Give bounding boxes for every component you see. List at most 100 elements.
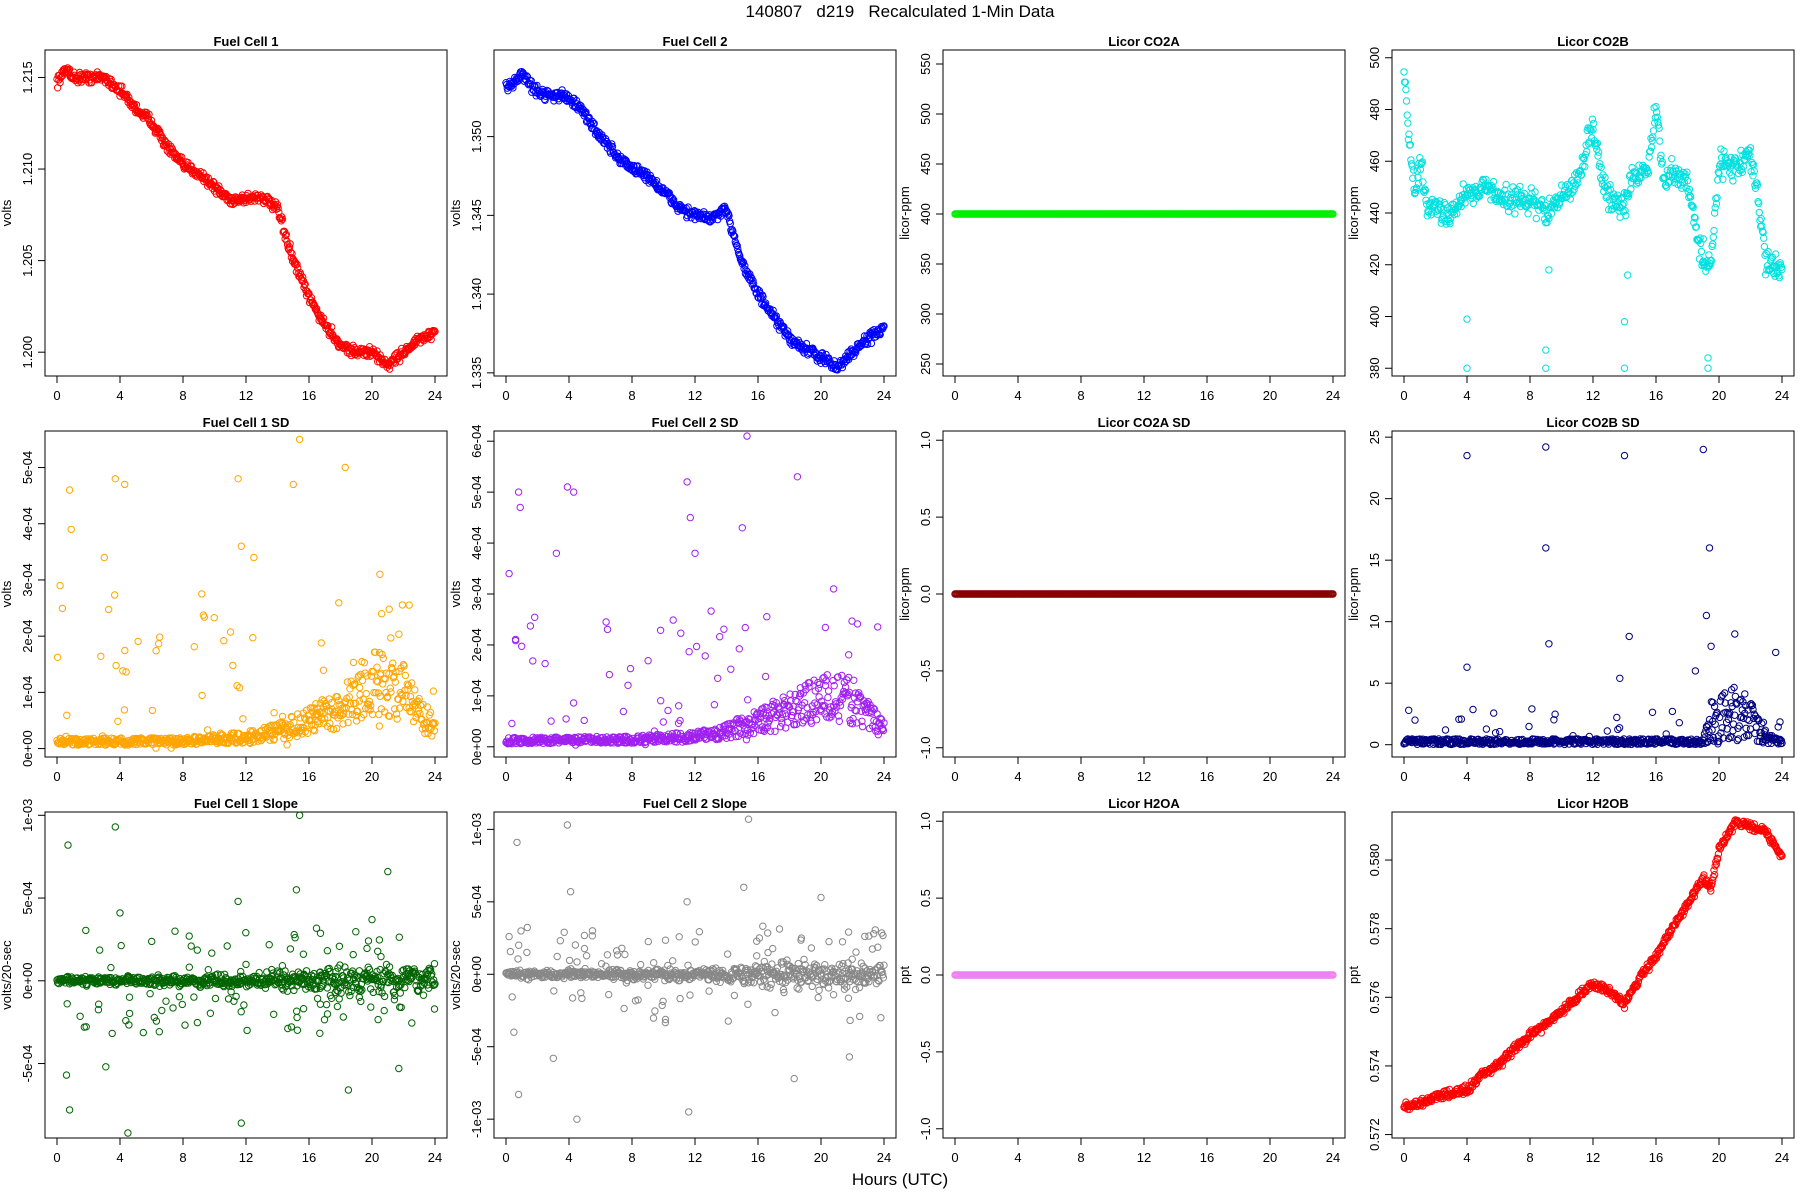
data-point: [1681, 173, 1690, 181]
data-point: [122, 668, 130, 676]
data-point: [1699, 235, 1708, 243]
data-point: [352, 711, 360, 720]
data-point: [656, 626, 665, 634]
data-point: [145, 110, 153, 119]
data-point: [293, 260, 301, 268]
data-point: [1719, 175, 1727, 184]
data-point: [809, 346, 818, 354]
data-point: [1652, 108, 1661, 116]
data-point: [508, 719, 516, 728]
data-point: [734, 245, 742, 253]
data-point: [797, 345, 806, 353]
data-point: [1491, 729, 1500, 737]
data-point: [1502, 180, 1510, 189]
y-tick-label: 0e+00: [20, 963, 35, 1000]
data-point: [120, 706, 129, 714]
y-tick-label: 0e+00: [20, 730, 35, 767]
data-point: [1697, 247, 1706, 256]
data-point: [552, 549, 561, 557]
data-point: [840, 359, 848, 367]
data-point: [311, 727, 319, 735]
data-point: [1443, 204, 1452, 212]
data-point: [514, 488, 523, 496]
data-point: [851, 349, 860, 357]
data-point: [1764, 247, 1772, 256]
data-point: [343, 678, 352, 686]
data-point: [429, 687, 438, 695]
data-point: [1646, 147, 1655, 155]
data-point: [392, 668, 400, 676]
data-point: [1566, 195, 1575, 203]
data-point: [285, 733, 294, 742]
data-point: [246, 739, 254, 747]
chart-fuel-cell-1: Fuel Cell 10 4 8 12 16 20 241.2001.2051.2101.2…: [0, 34, 448, 403]
data-point: [1558, 195, 1566, 203]
data-point: [1704, 354, 1712, 362]
y-tick-label: 5: [1367, 680, 1382, 687]
chart-fuel-cell-1-sd: Fuel Cell 1 SD0 4 8 12 16 20 240e+001e-042e-04…: [0, 415, 448, 784]
data-point: [821, 623, 830, 632]
y-tick-label: 3e-04: [469, 577, 484, 610]
data-point: [1601, 173, 1609, 182]
data-point: [1414, 179, 1423, 188]
data-point: [664, 190, 673, 198]
data-point: [547, 717, 555, 725]
chart-title: Fuel Cell 1: [213, 34, 278, 49]
data-point: [1405, 706, 1413, 714]
data-point: [1511, 210, 1519, 218]
y-tick-label: 380: [1367, 357, 1382, 379]
data-point: [686, 513, 694, 522]
y-tick-label: 1.335: [469, 357, 484, 390]
data-point: [249, 738, 258, 746]
data-point: [73, 735, 81, 743]
data-point: [1576, 166, 1585, 175]
data-point: [312, 305, 321, 313]
x-tick-label: 12: [1137, 388, 1151, 403]
data-point: [1668, 707, 1677, 716]
data-point: [321, 714, 329, 723]
data-point: [278, 712, 287, 721]
data-point: [1719, 162, 1728, 171]
data-point: [1436, 197, 1444, 205]
data-point: [391, 359, 399, 367]
data-point: [314, 710, 322, 718]
data-point: [1715, 169, 1723, 178]
chart-title: Licor CO2B: [1557, 34, 1629, 49]
data-point: [692, 642, 701, 651]
x-tick-label: 0: [502, 769, 509, 784]
data-point: [724, 213, 732, 221]
data-point: [114, 717, 122, 725]
data-point: [229, 661, 237, 670]
x-tick-label: 8: [179, 1150, 186, 1165]
y-tick-label: 5e-04: [469, 476, 484, 509]
data-point: [1585, 138, 1593, 146]
data-point: [1690, 218, 1698, 227]
data-point: [1653, 113, 1662, 121]
data-point: [302, 292, 311, 300]
data-point: [1690, 213, 1699, 222]
y-tick-label: 3e-04: [20, 563, 35, 596]
data-point: [1579, 154, 1588, 162]
y-tick-label: 300: [918, 303, 933, 325]
data-point: [749, 279, 758, 288]
data-point: [341, 463, 349, 472]
data-point: [753, 285, 762, 293]
data-point: [324, 322, 332, 330]
data-point: [121, 646, 129, 655]
data-point: [1561, 182, 1570, 190]
data-point: [376, 570, 384, 578]
data-point: [307, 721, 316, 729]
data-point: [569, 699, 578, 707]
x-tick-label: 16: [302, 769, 316, 784]
x-tick-label: 20: [814, 388, 828, 403]
data-point: [1699, 257, 1707, 265]
data-point: [1691, 214, 1699, 222]
data-point: [1620, 318, 1629, 326]
data-point: [387, 634, 395, 642]
y-tick-label: 0e+00: [469, 729, 484, 766]
data-point: [1404, 119, 1412, 127]
data-point: [283, 726, 291, 734]
x-tick-label: 12: [688, 388, 702, 403]
data-point: [250, 553, 258, 562]
